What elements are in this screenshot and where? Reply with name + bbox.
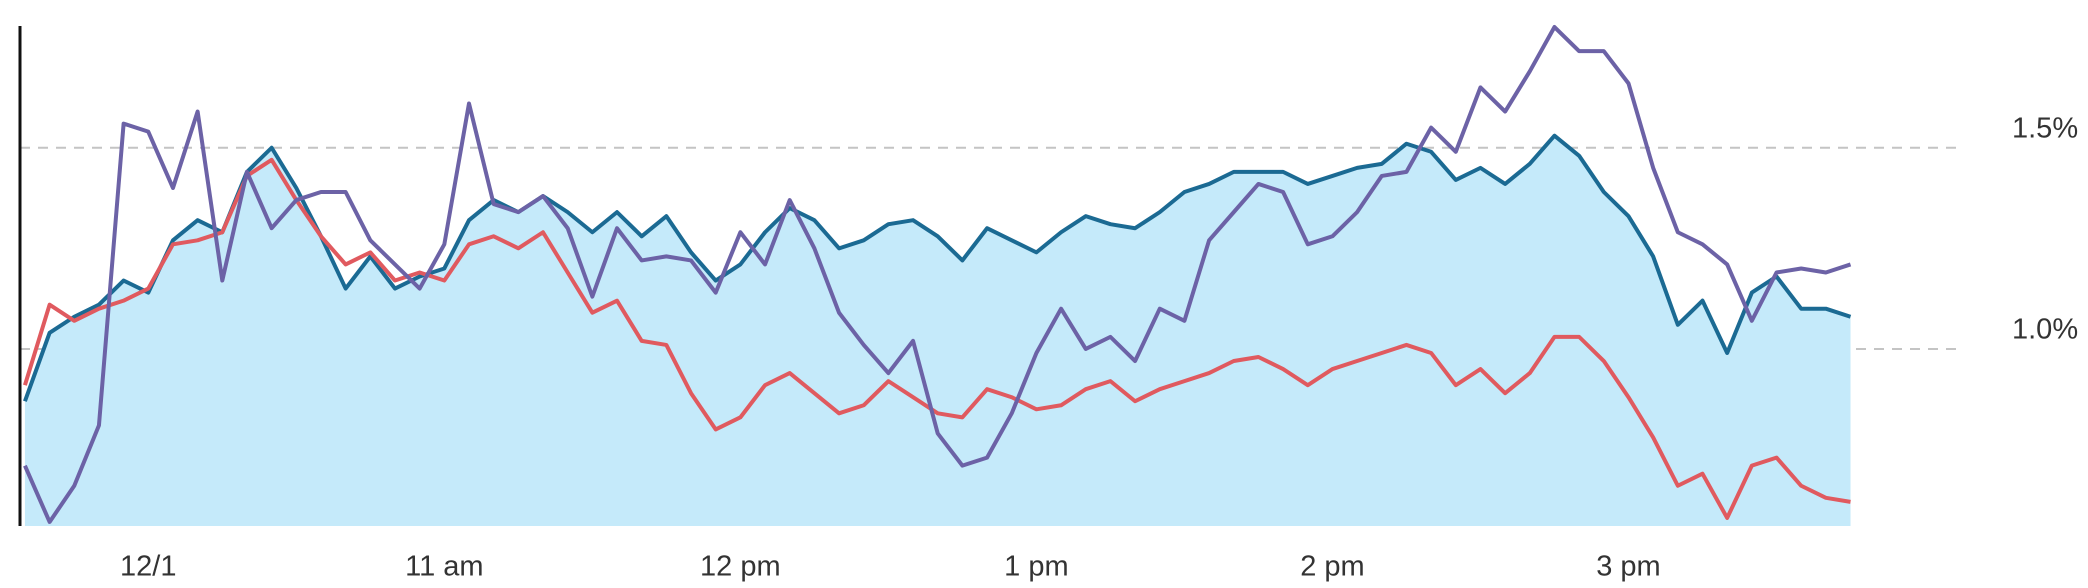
line — [23, 133, 1852, 402]
x-tick-label: 1 pm — [1004, 551, 1068, 583]
x-tick-label: 3 pm — [1596, 551, 1660, 583]
line — [23, 25, 1852, 524]
y-tick-label: 1.5% — [2012, 112, 2078, 144]
area — [24, 135, 1851, 526]
y-tick-label: 1.0% — [2012, 314, 2078, 346]
x-tick-label: 12/1 — [120, 551, 176, 583]
x-tick-label: 11 am — [405, 551, 483, 583]
line — [23, 157, 1851, 520]
x-tick-label: 2 pm — [1300, 551, 1364, 583]
x-tick-label: 12 pm — [700, 551, 781, 583]
